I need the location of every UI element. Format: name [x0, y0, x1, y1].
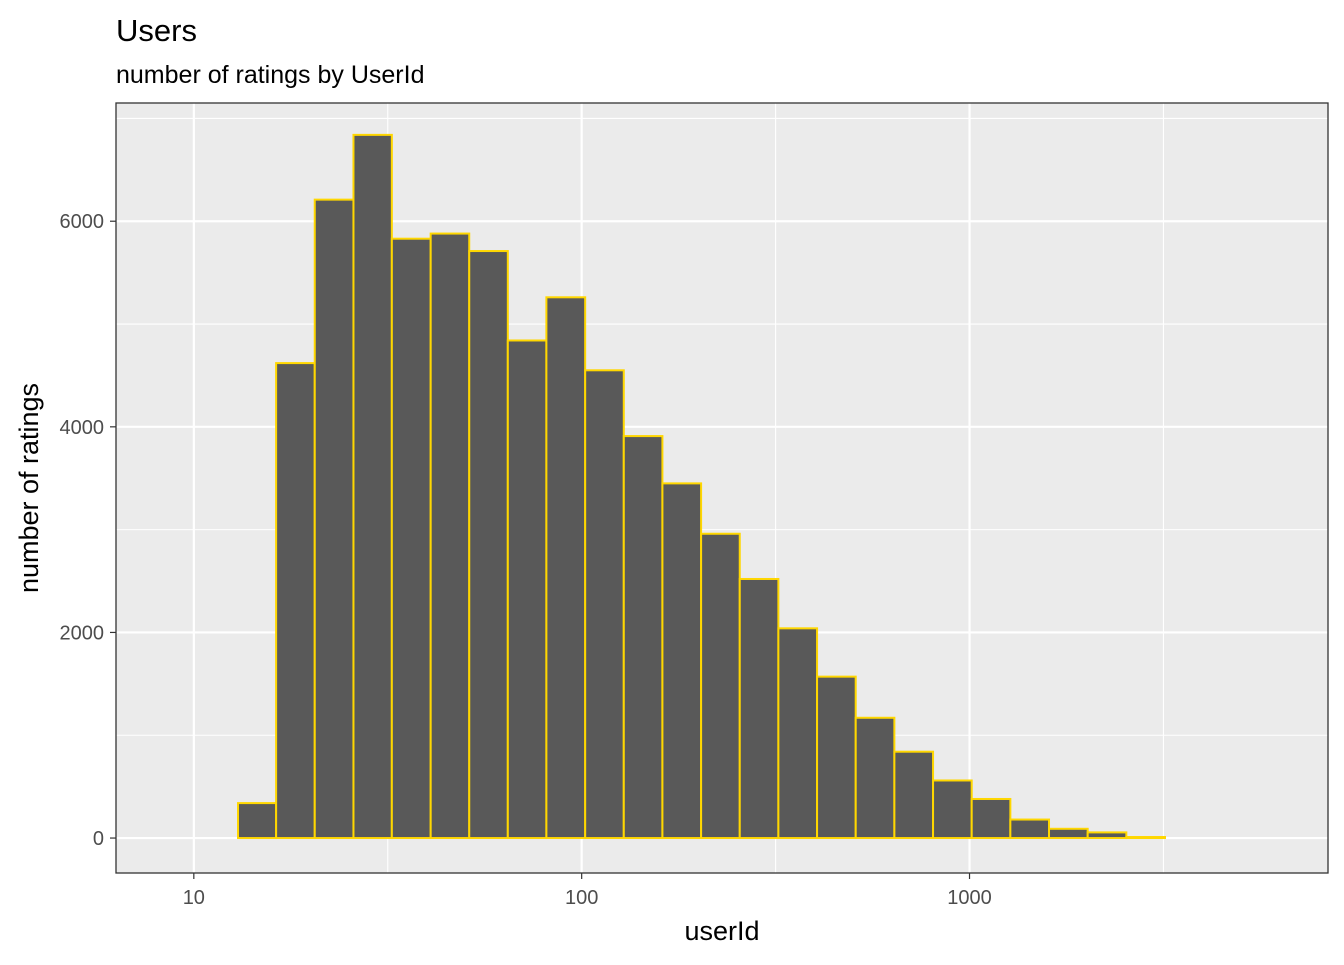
y-tick-label: 4000	[60, 417, 105, 439]
histogram-bar	[390, 237, 432, 840]
x-tick-label: 1000	[947, 887, 992, 909]
histogram-bar	[738, 577, 780, 840]
histogram-bar	[854, 716, 896, 840]
histogram-bar	[700, 532, 741, 840]
x-tick-label: 10	[183, 887, 205, 909]
y-tick-label: 6000	[60, 211, 105, 233]
x-axis: 10 100 1000	[183, 873, 992, 909]
chart-subtitle: number of ratings by UserId	[116, 61, 424, 89]
histogram-bar	[622, 435, 664, 840]
x-tick-label: 100	[565, 887, 598, 909]
panel-border	[115, 102, 1329, 874]
histogram-bar	[970, 797, 1012, 840]
histogram-bar	[816, 675, 857, 840]
histogram-bar	[893, 750, 935, 840]
y-tick-label: 2000	[60, 622, 105, 644]
histogram-bar	[1125, 836, 1166, 840]
histogram-bar	[237, 802, 278, 840]
histogram-bars	[237, 133, 1166, 840]
y-tick-label: 0	[93, 828, 104, 850]
histogram-bar	[275, 362, 316, 840]
histogram-bar	[468, 250, 509, 840]
histogram-bar	[1009, 818, 1051, 840]
histogram-bar	[506, 339, 548, 840]
chart-title: Users	[116, 13, 197, 48]
histogram-bar	[932, 779, 973, 840]
histogram-bar	[545, 296, 587, 840]
histogram-bar	[1048, 827, 1089, 840]
histogram-bar	[584, 369, 625, 840]
y-axis-label: number of ratings	[14, 383, 44, 593]
histogram-bar	[777, 627, 819, 840]
histogram-bar	[1086, 831, 1128, 840]
histogram-bar	[313, 198, 355, 840]
x-axis-label: userId	[684, 916, 759, 946]
y-axis: 0 2000 4000 6000	[60, 211, 116, 850]
histogram-bar	[661, 482, 703, 840]
histogram-bar	[429, 232, 471, 840]
histogram-bar	[352, 133, 393, 840]
